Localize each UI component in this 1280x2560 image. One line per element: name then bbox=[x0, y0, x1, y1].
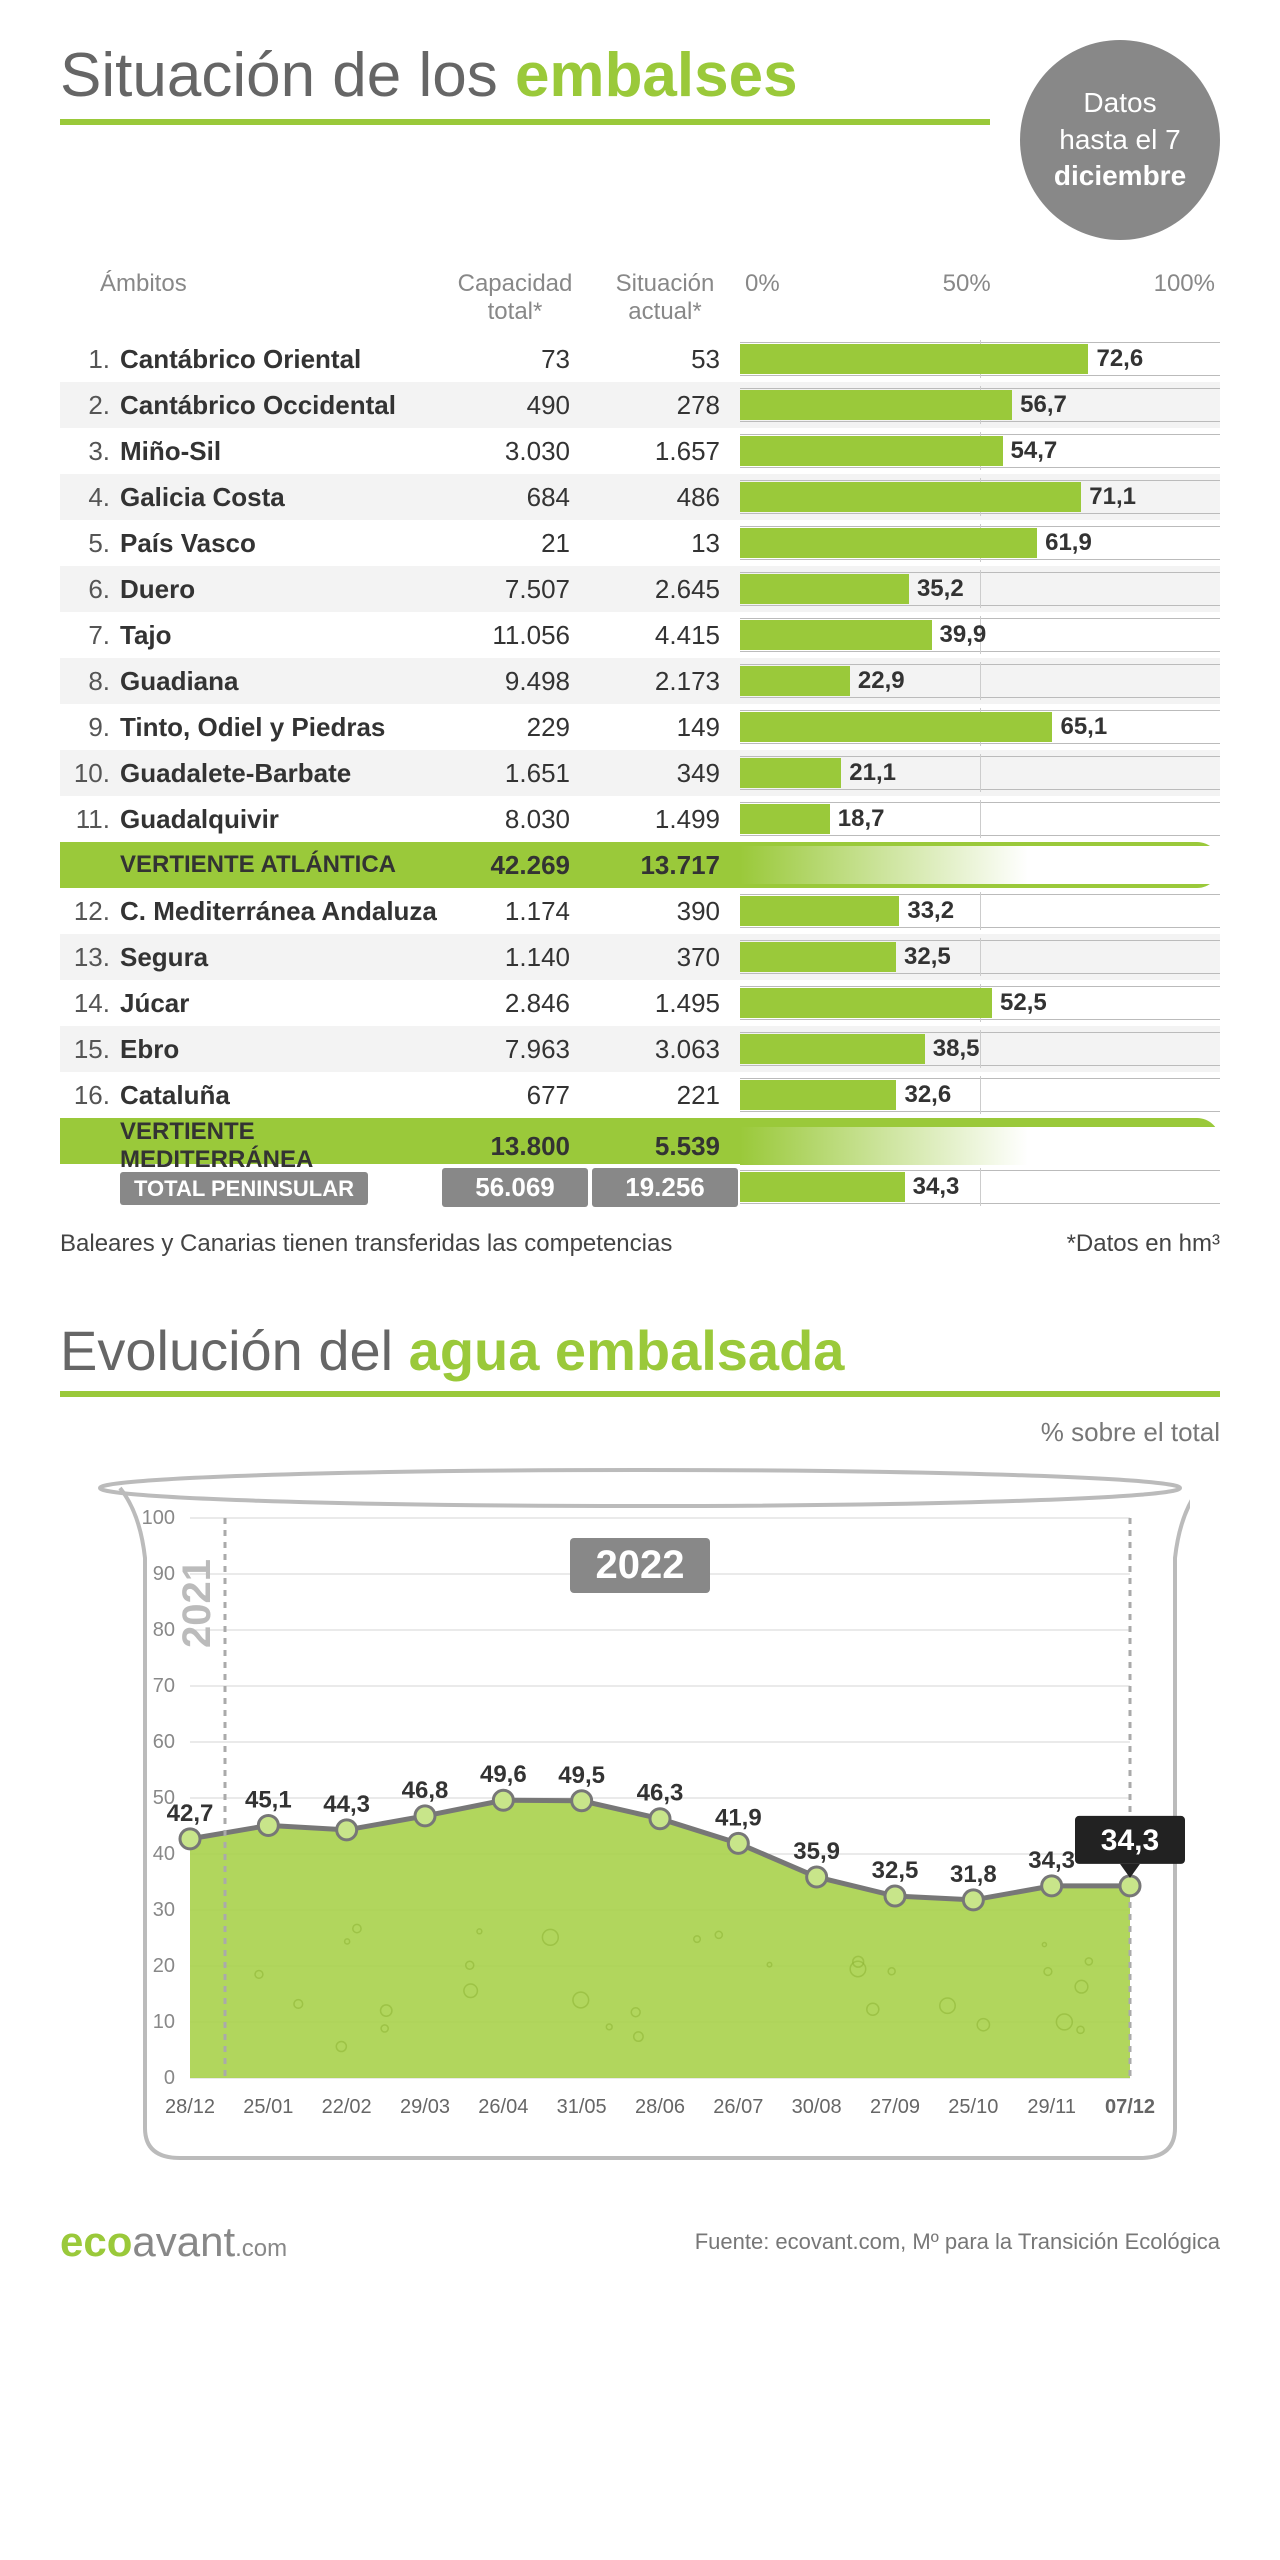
svg-text:60: 60 bbox=[153, 1731, 175, 1753]
table-row: 4.Galicia Costa68448671,1 bbox=[60, 474, 1220, 520]
svg-text:22/02: 22/02 bbox=[322, 2096, 372, 2118]
title-accent: embalses bbox=[515, 41, 798, 110]
svg-text:28/12: 28/12 bbox=[165, 2096, 215, 2118]
source-row: ecoavant.com Fuente: ecovant.com, Mº par… bbox=[60, 2218, 1220, 2266]
svg-text:25/10: 25/10 bbox=[948, 2096, 998, 2118]
svg-text:42,7: 42,7 bbox=[167, 1800, 214, 1827]
svg-text:31/05: 31/05 bbox=[557, 2096, 607, 2118]
svg-text:25/01: 25/01 bbox=[243, 2096, 293, 2118]
svg-text:30/08: 30/08 bbox=[792, 2096, 842, 2118]
title-pre: Situación de los bbox=[60, 41, 515, 110]
table-row: 10.Guadalete-Barbate1.65134921,1 bbox=[60, 750, 1220, 796]
svg-text:40: 40 bbox=[153, 1843, 175, 1865]
table-row: 8.Guadiana9.4982.17322,9 bbox=[60, 658, 1220, 704]
svg-text:70: 70 bbox=[153, 1675, 175, 1697]
main-title: Situación de los embalses bbox=[60, 40, 990, 125]
date-badge: Datos hasta el 7 diciembre bbox=[1020, 40, 1220, 240]
table-row: 12.C. Mediterránea Andaluza1.17439033,2 bbox=[60, 888, 1220, 934]
table-row: 2.Cantábrico Occidental49027856,7 bbox=[60, 382, 1220, 428]
svg-text:32,5: 32,5 bbox=[872, 1857, 919, 1884]
svg-text:35,9: 35,9 bbox=[793, 1838, 840, 1865]
subtotal-atlantica: VERTIENTE ATLÁNTICA42.26913.717 bbox=[60, 842, 1220, 888]
table-row: 13.Segura1.14037032,5 bbox=[60, 934, 1220, 980]
table-row: 15.Ebro7.9633.06338,5 bbox=[60, 1026, 1220, 1072]
table-body: 1.Cantábrico Oriental735372,62.Cantábric… bbox=[60, 336, 1220, 1210]
scale-header: 0% 50% 100% bbox=[740, 270, 1220, 326]
svg-text:28/06: 28/06 bbox=[635, 2096, 685, 2118]
svg-text:07/12: 07/12 bbox=[1105, 2096, 1155, 2118]
table-row: 7.Tajo11.0564.41539,9 bbox=[60, 612, 1220, 658]
table-row: 11.Guadalquivir8.0301.49918,7 bbox=[60, 796, 1220, 842]
evolution-chart: 01020304050607080901002021202242,745,144… bbox=[90, 1458, 1190, 2178]
svg-text:2022: 2022 bbox=[596, 1543, 685, 1587]
svg-text:30: 30 bbox=[153, 1899, 175, 1921]
svg-text:31,8: 31,8 bbox=[950, 1861, 997, 1888]
svg-text:10: 10 bbox=[153, 2011, 175, 2033]
svg-text:80: 80 bbox=[153, 1619, 175, 1641]
svg-text:27/09: 27/09 bbox=[870, 2096, 920, 2118]
svg-text:20: 20 bbox=[153, 1955, 175, 1977]
table-row: 3.Miño-Sil3.0301.65754,7 bbox=[60, 428, 1220, 474]
table-row: 1.Cantábrico Oriental735372,6 bbox=[60, 336, 1220, 382]
table-row: 14.Júcar2.8461.49552,5 bbox=[60, 980, 1220, 1026]
svg-text:2021: 2021 bbox=[175, 1559, 219, 1648]
table-row: 5.País Vasco211361,9 bbox=[60, 520, 1220, 566]
svg-text:26/04: 26/04 bbox=[478, 2096, 528, 2118]
svg-text:34,3: 34,3 bbox=[1028, 1847, 1075, 1874]
section2-title: Evolución del agua embalsada bbox=[60, 1318, 1220, 1397]
header-capacidad: Capacidad total* bbox=[440, 270, 590, 326]
logo: ecoavant.com bbox=[60, 2218, 287, 2266]
total-peninsular: TOTAL PENINSULAR56.06919.25634,3 bbox=[60, 1164, 1220, 1210]
subtotal-mediterranea: VERTIENTE MEDITERRÁNEA13.8005.539 bbox=[60, 1118, 1220, 1164]
footnote: Baleares y Canarias tienen transferidas … bbox=[60, 1230, 1220, 1258]
header-situacion: Situación actual* bbox=[590, 270, 740, 326]
column-headers: Ámbitos Capacidad total* Situación actua… bbox=[60, 270, 1220, 336]
svg-text:45,1: 45,1 bbox=[245, 1786, 292, 1813]
svg-text:49,6: 49,6 bbox=[480, 1761, 527, 1788]
svg-text:49,5: 49,5 bbox=[558, 1762, 605, 1789]
header-ambitos: Ámbitos bbox=[60, 270, 440, 326]
svg-text:29/11: 29/11 bbox=[1027, 2096, 1076, 2118]
svg-text:100: 100 bbox=[142, 1507, 175, 1529]
table-row: 9.Tinto, Odiel y Piedras22914965,1 bbox=[60, 704, 1220, 750]
svg-text:41,9: 41,9 bbox=[715, 1804, 762, 1831]
table-row: 16.Cataluña67722132,6 bbox=[60, 1072, 1220, 1118]
svg-text:34,3: 34,3 bbox=[1101, 1824, 1159, 1857]
source-text: Fuente: ecovant.com, Mº para la Transici… bbox=[695, 2229, 1220, 2255]
svg-text:29/03: 29/03 bbox=[400, 2096, 450, 2118]
table-row: 6.Duero7.5072.64535,2 bbox=[60, 566, 1220, 612]
chart-subtitle: % sobre el total bbox=[60, 1417, 1220, 1448]
svg-text:44,3: 44,3 bbox=[323, 1791, 370, 1818]
svg-text:46,3: 46,3 bbox=[637, 1780, 684, 1807]
svg-text:46,8: 46,8 bbox=[402, 1777, 449, 1804]
svg-text:26/07: 26/07 bbox=[713, 2096, 763, 2118]
svg-text:90: 90 bbox=[153, 1563, 175, 1585]
svg-text:0: 0 bbox=[164, 2067, 175, 2089]
